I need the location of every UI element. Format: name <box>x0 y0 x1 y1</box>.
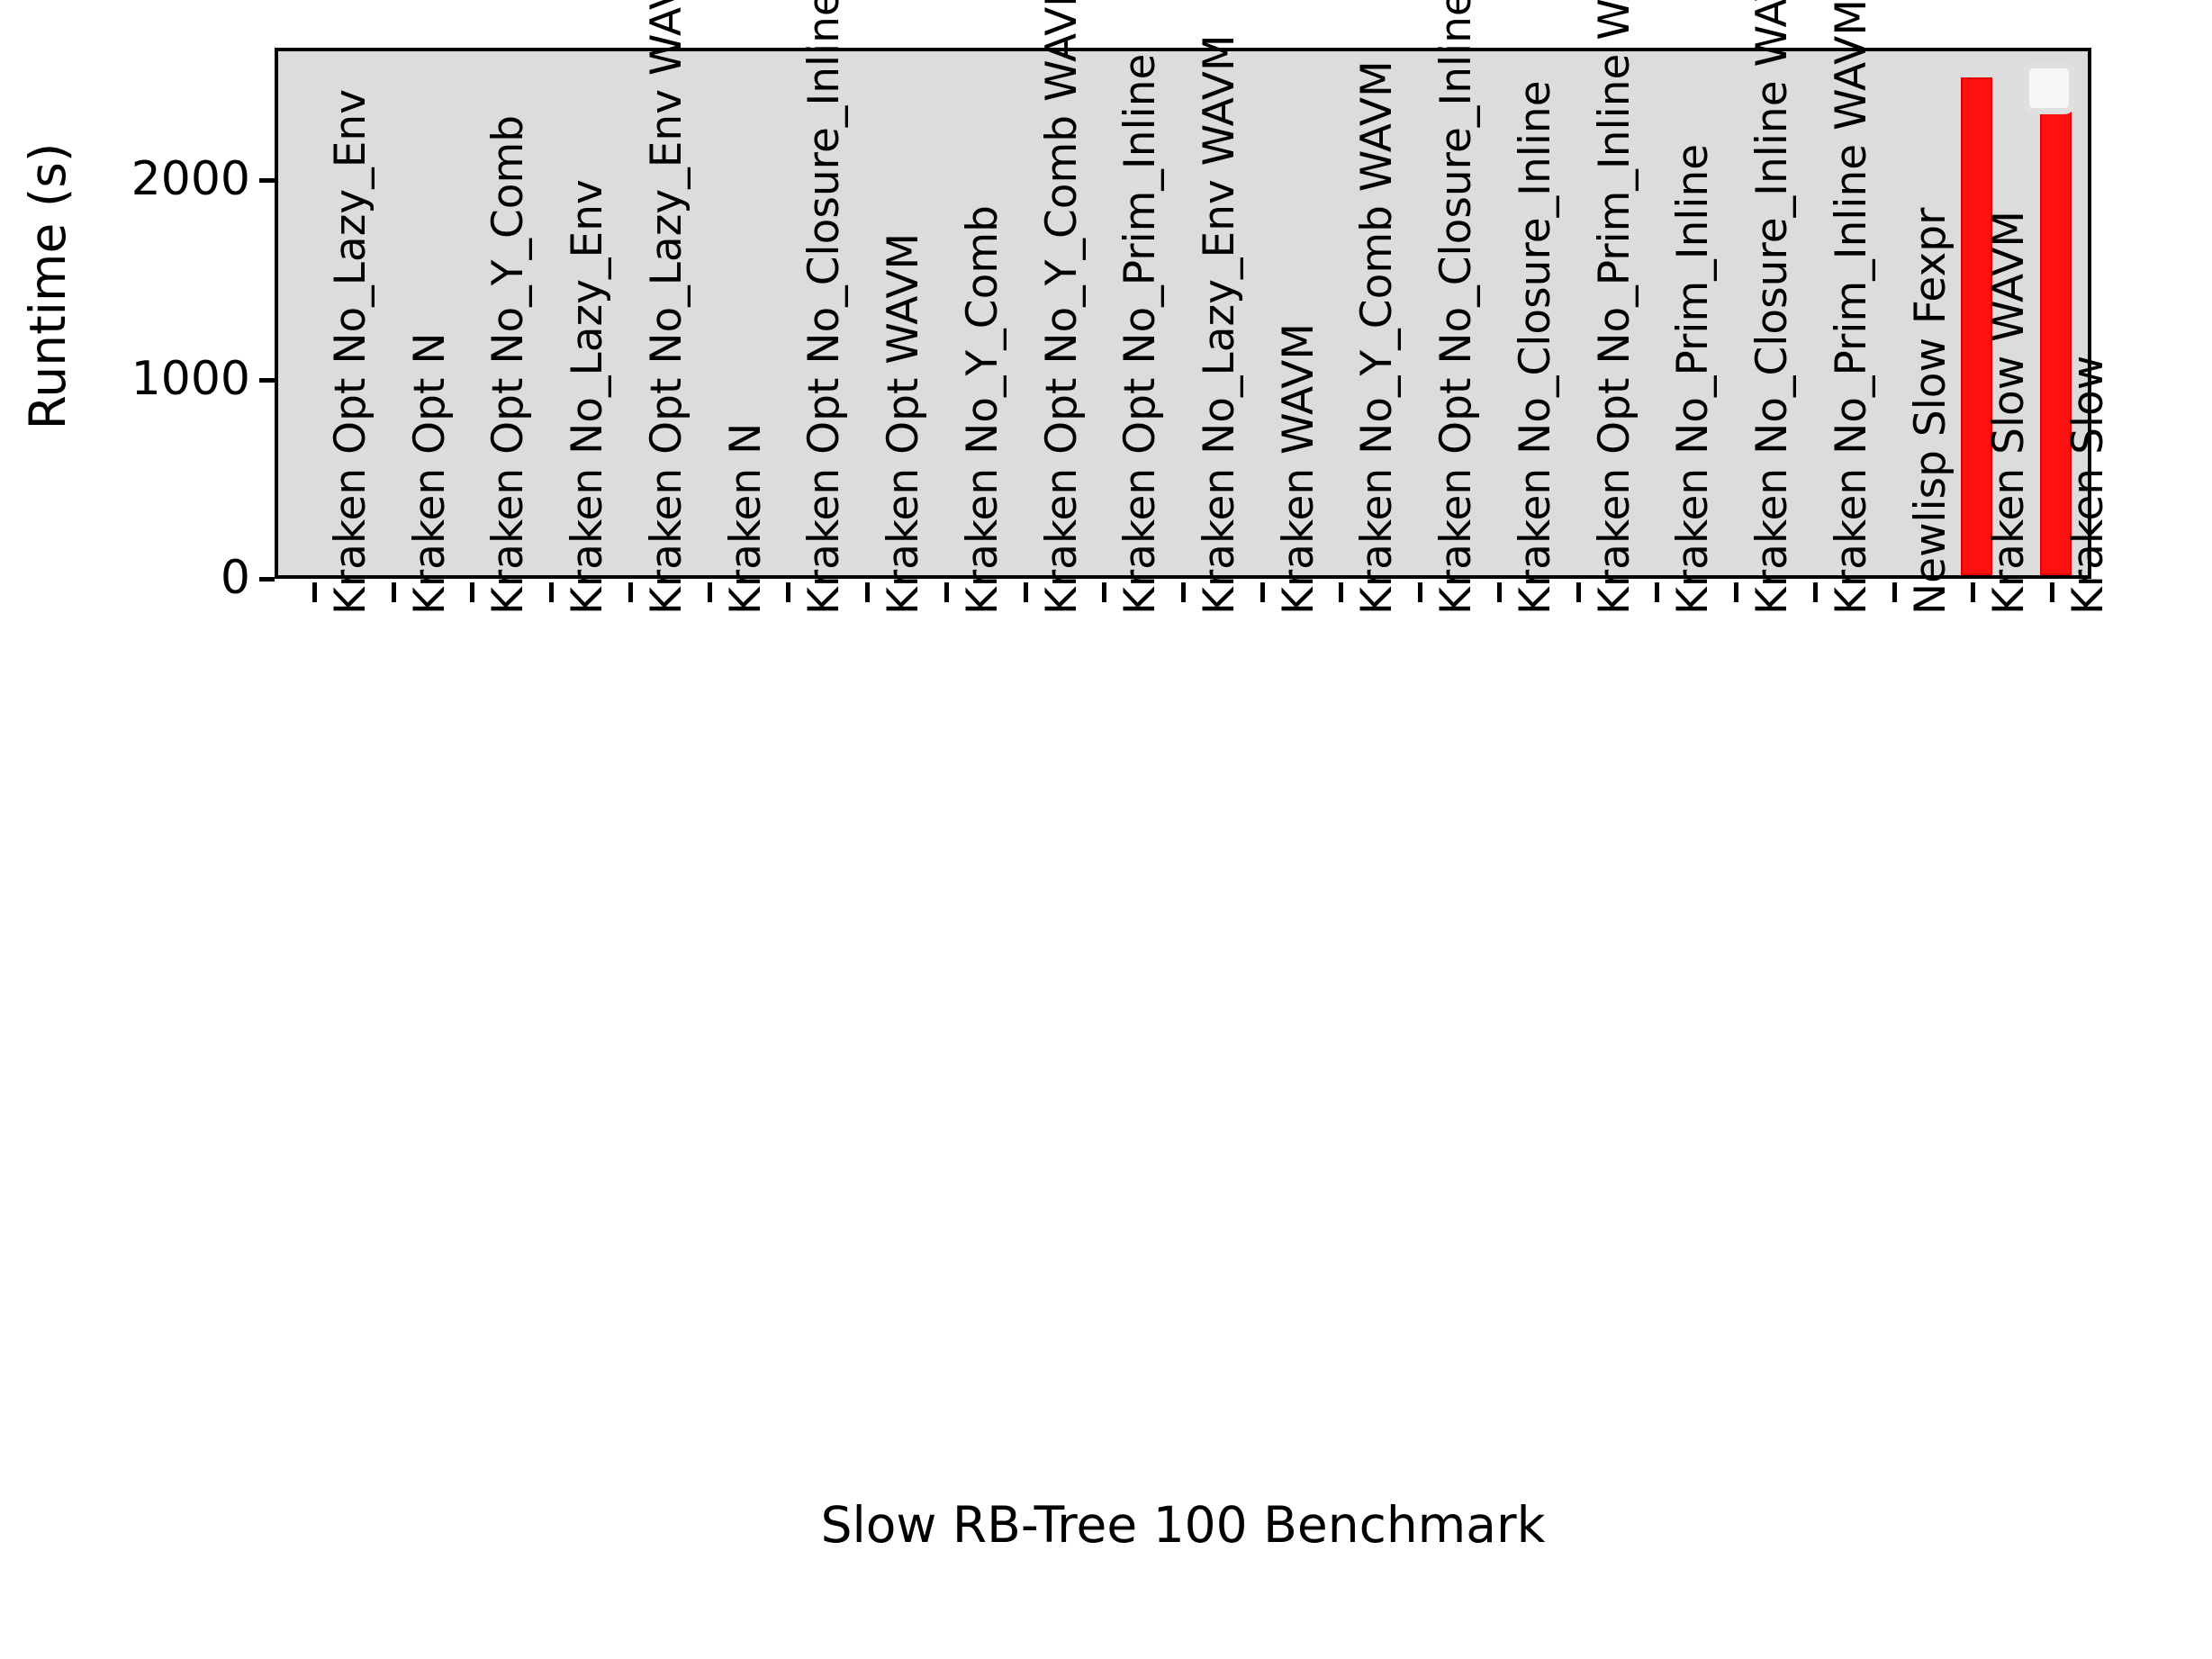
x-tick-label: Kraken No_Prim_Inline WAVM <box>1826 0 1876 615</box>
x-tick-label: Kraken Opt No_Y_Comb WAVM <box>1036 0 1087 615</box>
y-tick-label: 2000 <box>131 152 250 207</box>
y-tick-mark <box>259 377 275 383</box>
x-tick-label: Kraken Opt No_Prim_Inline <box>1115 53 1166 615</box>
x-tick-mark <box>549 582 555 602</box>
x-tick-label: Kraken Opt No_Prim_Inline WAVM <box>1589 0 1639 615</box>
x-tick-label: Kraken Slow <box>2063 355 2114 615</box>
x-tick-label: Kraken Opt No_Y_Comb <box>483 114 534 615</box>
x-tick-mark <box>1181 582 1186 602</box>
x-tick-mark <box>470 582 475 602</box>
x-tick-label: Kraken No_Lazy_Env WAVM <box>1195 34 1244 615</box>
plot-area <box>275 48 2091 579</box>
y-tick-mark <box>259 178 275 184</box>
x-tick-mark <box>391 582 396 602</box>
x-tick-label: Newlisp Slow Fexpr <box>1905 207 1955 615</box>
x-tick-mark <box>311 582 317 602</box>
x-tick-mark <box>2050 582 2055 602</box>
x-tick-label: Kraken Opt No_Closure_Inline WAVM <box>1431 0 1482 615</box>
x-tick-label: Kraken No_Y_Comb <box>957 205 1007 615</box>
x-tick-label: Kraken No_Lazy_Env <box>563 179 613 615</box>
x-tick-mark <box>865 582 871 602</box>
x-tick-label: Kraken Opt N <box>404 332 455 616</box>
x-tick-mark <box>786 582 791 602</box>
x-axis-label: Slow RB-Tree 100 Benchmark <box>820 1496 1546 1554</box>
x-tick-mark <box>1812 582 1818 602</box>
x-tick-mark <box>1496 582 1502 602</box>
x-tick-mark <box>1418 582 1423 602</box>
legend-box[interactable] <box>2023 62 2075 114</box>
x-tick-label: Kraken Opt No_Closure_Inline <box>799 0 850 615</box>
bars-layer <box>278 51 2088 575</box>
x-tick-mark <box>1971 582 1976 602</box>
x-tick-label: Kraken WAVM <box>1273 323 1323 615</box>
y-tick-label: 1000 <box>131 351 250 406</box>
x-tick-mark <box>1259 582 1265 602</box>
x-tick-mark <box>1102 582 1107 602</box>
x-tick-mark <box>627 582 633 602</box>
x-tick-mark <box>943 582 949 602</box>
x-tick-mark <box>1734 582 1739 602</box>
bar[interactable] <box>1960 77 1992 575</box>
x-tick-label: Kraken Slow WAVM <box>1984 211 2035 615</box>
y-axis-label: Runtime (s) <box>19 142 77 430</box>
x-tick-label: Kraken No_Y_Comb WAVM <box>1352 60 1403 615</box>
x-tick-mark <box>1575 582 1581 602</box>
x-tick-mark <box>1023 582 1028 602</box>
x-tick-mark <box>1891 582 1897 602</box>
x-tick-label: Kraken Opt WAVM <box>879 232 929 615</box>
x-tick-label: Kraken No_Closure_Inline WAVM <box>1747 0 1798 615</box>
x-tick-mark <box>707 582 712 602</box>
x-tick-label: Kraken N <box>720 422 771 615</box>
x-tick-mark <box>1655 582 1660 602</box>
x-tick-label: Kraken Opt No_Lazy_Env <box>325 88 375 615</box>
y-tick-label: 0 <box>220 551 250 605</box>
x-tick-mark <box>1339 582 1344 602</box>
x-tick-label: Kraken No_Prim_Inline <box>1668 143 1719 615</box>
y-tick-mark <box>259 577 275 582</box>
x-tick-label: Kraken Opt No_Lazy_Env WAVM <box>641 0 691 615</box>
x-tick-label: Kraken No_Closure_Inline <box>1510 80 1560 615</box>
